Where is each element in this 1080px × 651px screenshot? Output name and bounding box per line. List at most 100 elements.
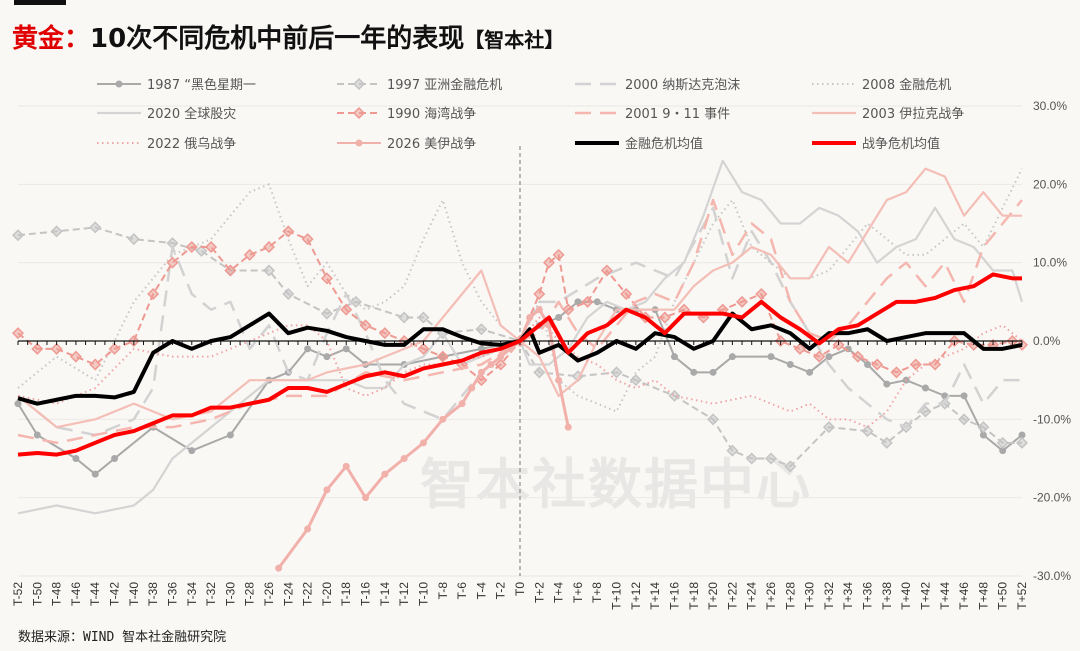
x-tick-label: T-32 <box>204 582 218 606</box>
legend-item[interactable]: 2000 纳斯达克泡沫 <box>573 74 740 93</box>
data-point <box>301 233 314 246</box>
series-3 <box>17 168 1023 413</box>
legend-item[interactable]: 1997 亚洲金融危机 <box>335 74 502 93</box>
x-tick-label: T-38 <box>146 582 160 606</box>
legend-swatch-icon <box>97 141 141 144</box>
series-line <box>17 159 1024 515</box>
legend-item[interactable]: 2001 9・11 事件 <box>573 103 730 122</box>
data-point <box>342 462 350 470</box>
data-point <box>610 366 623 379</box>
x-tick-label: T+48 <box>976 582 990 610</box>
legend-label: 1997 亚洲金融危机 <box>387 78 503 93</box>
data-point <box>555 314 563 321</box>
legend-swatch-icon <box>337 77 381 90</box>
legend-label: 2003 伊拉克战争 <box>862 107 965 122</box>
x-tick-label: T+2 <box>532 582 546 603</box>
x-tick-label: T-34 <box>185 582 199 606</box>
data-point <box>359 319 372 332</box>
data-point <box>542 256 555 269</box>
series-5 <box>11 225 1029 387</box>
data-point <box>11 327 25 340</box>
x-tick-label: T+40 <box>899 582 913 610</box>
title-main: 10次不同危机中前后一年的表现 <box>90 24 465 54</box>
data-point <box>629 374 642 387</box>
data-point <box>555 376 563 384</box>
data-point <box>767 353 775 361</box>
data-point <box>320 272 333 285</box>
x-tick-label: T-18 <box>339 582 353 606</box>
x-tick-label: T+24 <box>745 582 759 610</box>
data-point <box>880 436 893 449</box>
legend-label: 2020 全球股灾 <box>147 107 237 122</box>
legend-item[interactable]: 1990 海湾战争 <box>335 103 476 122</box>
data-point <box>658 311 671 324</box>
data-point <box>304 345 312 353</box>
legend-item[interactable]: 2026 美伊战争 <box>335 133 476 152</box>
title-highlight: 黄金： <box>12 24 91 54</box>
legend-swatch-icon <box>97 80 141 87</box>
legend-item[interactable]: 战争危机均值 <box>810 133 940 152</box>
data-point <box>494 358 507 371</box>
data-point <box>475 323 488 336</box>
x-tick-label: T+34 <box>841 582 855 610</box>
data-point <box>728 353 736 361</box>
data-point <box>755 287 768 301</box>
y-tick-label: 10.0% <box>1033 256 1067 270</box>
data-point <box>999 447 1007 455</box>
data-point <box>526 314 534 321</box>
x-tick-label: T-14 <box>378 582 392 606</box>
data-point <box>31 342 44 355</box>
x-tick-label: T+32 <box>822 582 836 610</box>
x-tick-label: T-6 <box>455 582 469 600</box>
legend-item[interactable]: 2020 全球股灾 <box>95 103 236 122</box>
x-tick-label: T-40 <box>127 582 141 606</box>
series-8 <box>17 316 1023 429</box>
data-point <box>436 350 449 363</box>
data-point <box>262 264 276 277</box>
data-point <box>960 392 968 400</box>
legend-item[interactable]: 金融危机均值 <box>573 133 703 152</box>
data-point <box>861 425 874 438</box>
data-point <box>921 384 929 392</box>
series-2 <box>17 206 1022 437</box>
page-title: 黄金：10次不同危机中前后一年的表现【智本社】 <box>12 18 564 55</box>
series-line <box>17 316 1023 429</box>
data-point <box>50 225 63 238</box>
data-point <box>323 486 331 494</box>
x-tick-label: T-24 <box>281 582 295 606</box>
legend-item[interactable]: 1987 “黑色星期一 <box>95 74 256 93</box>
x-tick-label: T+26 <box>764 582 778 610</box>
data-point <box>205 240 218 254</box>
data-point <box>825 353 833 361</box>
data-point <box>108 342 121 355</box>
data-point <box>243 248 256 261</box>
data-point <box>552 248 565 261</box>
title-tag: 【智本社】 <box>464 28 565 52</box>
legend-item[interactable]: 2008 金融危机 <box>810 74 951 93</box>
data-point <box>419 439 427 447</box>
watermark: 智本社数据中心 <box>420 453 812 516</box>
x-tick-label: T-46 <box>69 582 83 606</box>
data-point <box>282 287 295 301</box>
legend-item[interactable]: 2022 俄乌战争 <box>95 133 236 152</box>
legend-swatch-icon <box>97 111 141 114</box>
x-tick-label: T+22 <box>725 582 739 610</box>
legend-label: 2000 纳斯达克泡沫 <box>625 78 741 93</box>
data-point <box>400 455 408 462</box>
x-tick-label: T+18 <box>687 582 701 610</box>
x-tick-label: T-20 <box>320 582 334 606</box>
data-point <box>185 240 198 254</box>
x-tick-label: T-22 <box>301 582 315 606</box>
data-point <box>72 455 80 462</box>
legend-label: 2022 俄乌战争 <box>147 137 237 152</box>
data-point <box>977 421 990 434</box>
x-tick-label: T-30 <box>223 582 237 606</box>
x-tick-label: T+12 <box>629 582 643 610</box>
data-point <box>736 295 749 308</box>
data-point <box>378 327 391 340</box>
x-tick-label: T-4 <box>474 582 488 600</box>
legend-item[interactable]: 2003 伊拉克战争 <box>810 103 964 122</box>
data-point <box>33 431 41 439</box>
legend-label: 1990 海湾战争 <box>387 107 477 122</box>
